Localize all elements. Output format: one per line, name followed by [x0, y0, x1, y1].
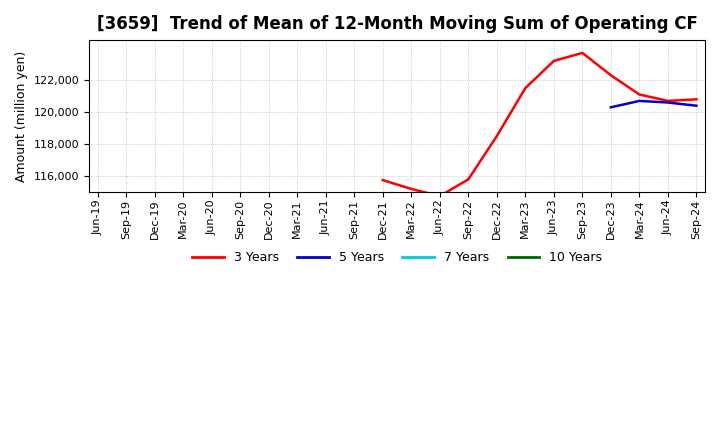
Legend: 3 Years, 5 Years, 7 Years, 10 Years: 3 Years, 5 Years, 7 Years, 10 Years	[187, 246, 607, 269]
Title: [3659]  Trend of Mean of 12-Month Moving Sum of Operating CF: [3659] Trend of Mean of 12-Month Moving …	[96, 15, 698, 33]
Y-axis label: Amount (million yen): Amount (million yen)	[15, 51, 28, 182]
